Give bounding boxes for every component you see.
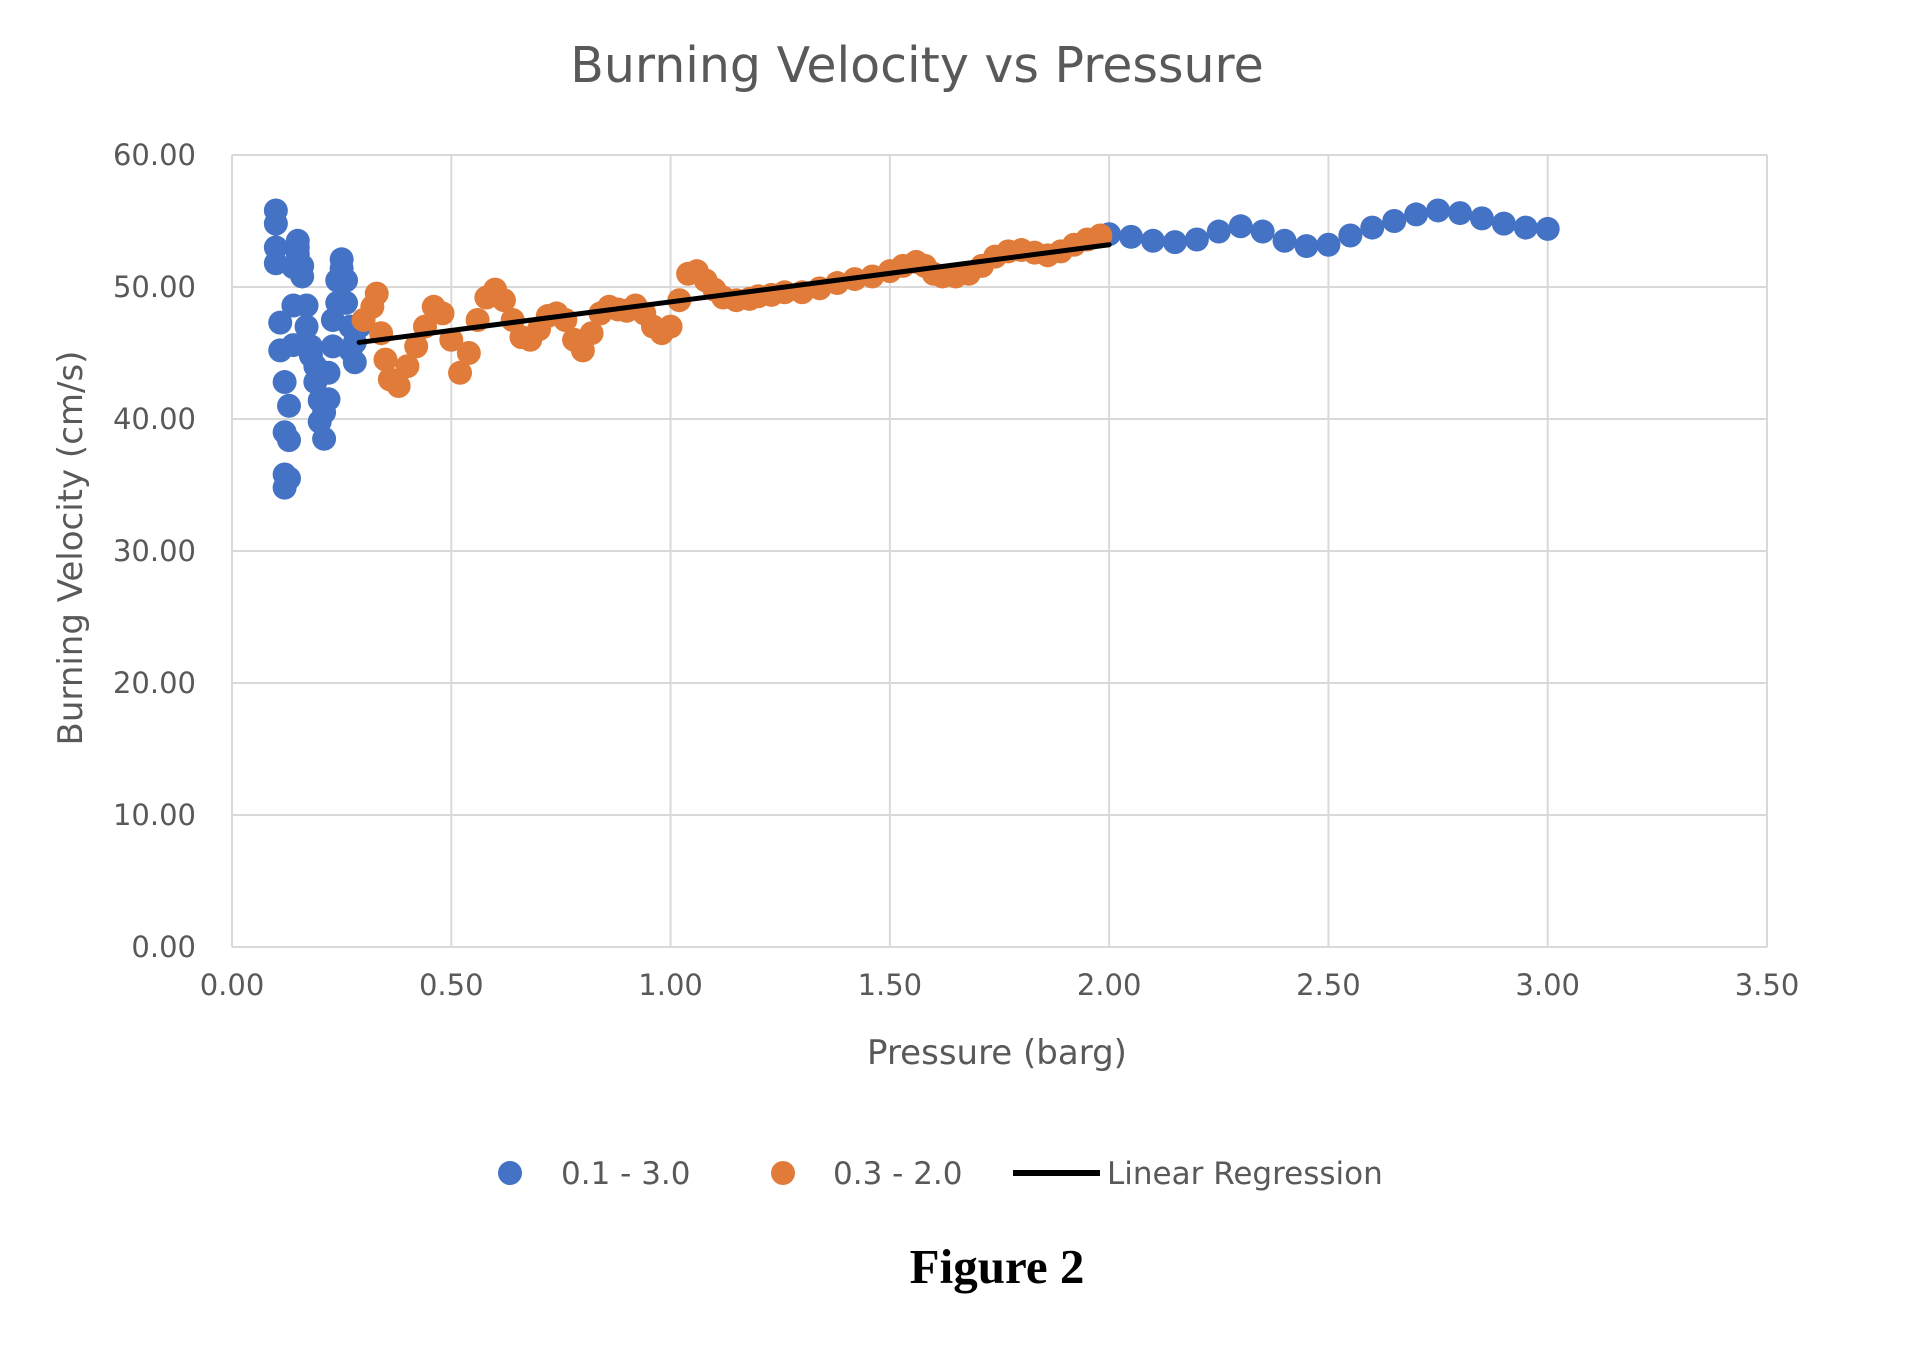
- data-point: [290, 264, 315, 289]
- y-tick-label: 20.00: [113, 666, 196, 700]
- x-tick-label: 2.00: [1077, 968, 1142, 1002]
- data-point: [1206, 219, 1231, 244]
- data-point: [1513, 215, 1538, 240]
- x-axis-ticks: 0.00 0.50 1.00 1.50 2.00 2.50 3.00 3.50: [200, 968, 1800, 1002]
- data-point: [316, 360, 341, 385]
- data-point: [316, 387, 341, 412]
- data-point: [1250, 219, 1275, 244]
- data-point: [1469, 206, 1494, 231]
- data-point: [1228, 214, 1253, 239]
- chart-title: Burning Velocity vs Pressure: [570, 37, 1264, 94]
- y-tick-label: 10.00: [113, 798, 196, 832]
- y-tick-label: 0.00: [131, 930, 196, 964]
- data-point: [294, 293, 319, 318]
- x-tick-label: 3.50: [1735, 968, 1800, 1002]
- x-tick-label: 1.00: [638, 968, 703, 1002]
- data-point: [1491, 211, 1516, 236]
- gridlines: [231, 154, 1768, 948]
- legend-marker-series-a: [498, 1161, 522, 1185]
- legend-label-series-b: 0.3 - 2.0: [833, 1156, 963, 1192]
- data-point: [277, 428, 302, 453]
- y-tick-label: 50.00: [113, 270, 196, 304]
- y-axis-ticks: 0.00 10.00 20.00 30.00 40.00 50.00 60.00: [113, 138, 196, 964]
- data-point: [1338, 223, 1363, 248]
- data-point: [1535, 216, 1560, 241]
- data-point: [334, 290, 359, 315]
- x-tick-label: 0.50: [419, 968, 484, 1002]
- series-2: [356, 242, 1112, 345]
- x-tick-label: 3.00: [1515, 968, 1580, 1002]
- y-axis-title: Burning Velocity (cm/s): [51, 351, 91, 746]
- data-point: [658, 314, 683, 339]
- legend: 0.1 - 3.0 0.3 - 2.0 Linear Regression: [498, 1156, 1383, 1192]
- data-point: [1119, 224, 1144, 249]
- data-point: [1141, 228, 1165, 253]
- data-point: [1426, 198, 1451, 223]
- data-point: [1162, 230, 1187, 255]
- legend-label-regression: Linear Regression: [1107, 1156, 1383, 1192]
- data-point: [386, 374, 411, 398]
- data-point: [272, 370, 297, 395]
- series-1: [351, 223, 1113, 398]
- plot-series: [263, 198, 1560, 500]
- data-point: [277, 393, 302, 418]
- legend-label-series-a: 0.1 - 3.0: [561, 1156, 691, 1192]
- y-tick-label: 30.00: [113, 534, 196, 568]
- data-point: [294, 314, 319, 339]
- data-point: [1316, 232, 1341, 257]
- data-point: [1088, 223, 1113, 248]
- data-point: [329, 247, 354, 272]
- x-axis-title: Pressure (barg): [867, 1033, 1127, 1073]
- data-point: [1184, 227, 1209, 252]
- legend-marker-series-b: [771, 1161, 795, 1185]
- y-tick-label: 60.00: [113, 138, 196, 172]
- data-point: [1448, 201, 1472, 226]
- data-point: [1294, 234, 1319, 259]
- data-point: [579, 321, 604, 346]
- x-tick-label: 0.00: [200, 968, 265, 1002]
- data-point: [1272, 228, 1297, 253]
- data-point: [1404, 202, 1429, 227]
- data-point: [1360, 215, 1385, 240]
- data-point: [277, 466, 302, 491]
- data-point: [1382, 209, 1407, 233]
- figure-caption: Figure 2: [910, 1239, 1085, 1294]
- data-point: [373, 347, 398, 372]
- series-0: [263, 198, 1560, 500]
- data-point: [395, 354, 420, 379]
- x-tick-label: 1.50: [858, 968, 923, 1002]
- data-point: [312, 426, 337, 451]
- data-point: [430, 301, 455, 326]
- data-point: [334, 268, 359, 293]
- data-point: [281, 333, 306, 358]
- data-point: [491, 288, 516, 313]
- data-point: [448, 360, 473, 385]
- data-point: [263, 211, 288, 236]
- data-point: [268, 310, 293, 335]
- data-point: [364, 281, 389, 306]
- data-point: [404, 334, 429, 359]
- data-point: [456, 341, 481, 365]
- data-point: [439, 327, 464, 352]
- data-point: [342, 350, 367, 375]
- x-tick-label: 2.50: [1296, 968, 1361, 1002]
- y-tick-label: 40.00: [113, 402, 196, 436]
- regression-line: [356, 242, 1112, 345]
